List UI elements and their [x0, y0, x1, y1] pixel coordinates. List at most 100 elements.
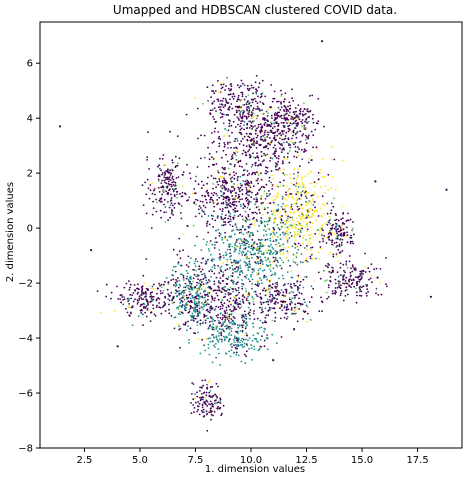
data-point — [214, 90, 217, 92]
data-point — [352, 278, 355, 281]
data-point — [344, 289, 347, 292]
data-point — [203, 316, 205, 318]
data-point — [225, 182, 227, 185]
data-point — [282, 291, 285, 294]
data-point — [343, 223, 346, 225]
data-point — [242, 137, 244, 140]
data-point — [360, 290, 363, 293]
data-point — [275, 264, 277, 266]
data-point — [237, 193, 240, 196]
data-point — [119, 298, 122, 301]
data-point — [253, 310, 256, 312]
data-point — [219, 322, 222, 324]
data-point — [230, 88, 233, 91]
data-point — [342, 228, 345, 231]
data-point — [251, 359, 253, 361]
data-point — [252, 234, 255, 237]
data-point — [208, 165, 210, 168]
data-point — [159, 292, 162, 295]
data-point — [269, 143, 271, 146]
data-point — [243, 135, 246, 138]
data-point — [146, 178, 149, 181]
data-point — [209, 196, 212, 199]
data-point — [326, 212, 329, 215]
data-point — [290, 308, 293, 311]
data-point — [234, 210, 237, 212]
data-point — [330, 187, 333, 190]
data-point — [276, 115, 279, 117]
data-point — [215, 110, 217, 112]
data-point — [305, 217, 308, 219]
data-point — [259, 319, 262, 322]
data-point — [194, 285, 197, 288]
data-point — [185, 264, 188, 266]
data-point — [286, 251, 289, 254]
data-point — [275, 240, 278, 242]
data-point — [277, 208, 280, 211]
data-point — [219, 233, 222, 236]
data-point — [340, 229, 343, 232]
data-point — [337, 260, 339, 263]
data-point — [175, 165, 177, 167]
data-point — [251, 268, 254, 271]
data-point — [257, 107, 260, 110]
data-point — [306, 257, 308, 260]
data-point — [230, 261, 233, 264]
data-point — [229, 274, 232, 277]
data-point — [203, 305, 205, 308]
data-point — [274, 116, 277, 119]
data-point — [192, 280, 195, 283]
data-point — [166, 176, 169, 179]
data-point — [283, 168, 285, 171]
data-point — [308, 134, 310, 137]
data-point — [155, 210, 158, 213]
data-point — [217, 91, 220, 94]
data-point — [215, 192, 218, 195]
data-point — [247, 215, 250, 218]
data-point — [276, 210, 278, 212]
data-point — [277, 261, 279, 263]
data-point — [238, 165, 241, 168]
data-point — [190, 257, 192, 260]
data-point — [182, 173, 184, 176]
data-point — [250, 124, 252, 127]
data-point — [235, 205, 238, 207]
data-point — [224, 231, 227, 234]
data-point — [243, 345, 246, 348]
data-point — [360, 270, 363, 273]
data-point — [220, 323, 223, 326]
data-point — [169, 216, 172, 219]
data-point — [224, 312, 227, 315]
data-point — [274, 285, 276, 288]
data-point — [215, 276, 218, 279]
data-point — [213, 344, 215, 347]
data-point — [260, 150, 263, 153]
data-point — [266, 195, 268, 198]
data-point — [287, 142, 290, 145]
data-point — [230, 302, 233, 305]
data-point — [238, 98, 240, 101]
data-point — [262, 301, 265, 304]
data-point — [347, 212, 349, 215]
data-point — [281, 232, 284, 234]
data-point — [340, 218, 343, 221]
data-point — [232, 309, 235, 312]
data-point — [293, 113, 296, 115]
data-point — [260, 250, 262, 253]
data-point — [358, 275, 361, 278]
data-point — [277, 124, 280, 127]
data-point — [247, 246, 250, 248]
data-point — [237, 326, 240, 329]
data-point — [196, 310, 199, 313]
data-point — [194, 180, 197, 183]
data-point — [264, 256, 266, 259]
data-point — [290, 131, 293, 134]
data-point — [244, 228, 247, 231]
data-point — [158, 302, 161, 304]
data-point — [283, 100, 285, 103]
data-point — [265, 321, 268, 324]
data-point — [152, 189, 155, 192]
data-point — [200, 288, 203, 290]
data-point — [240, 360, 243, 363]
data-point — [249, 344, 252, 346]
